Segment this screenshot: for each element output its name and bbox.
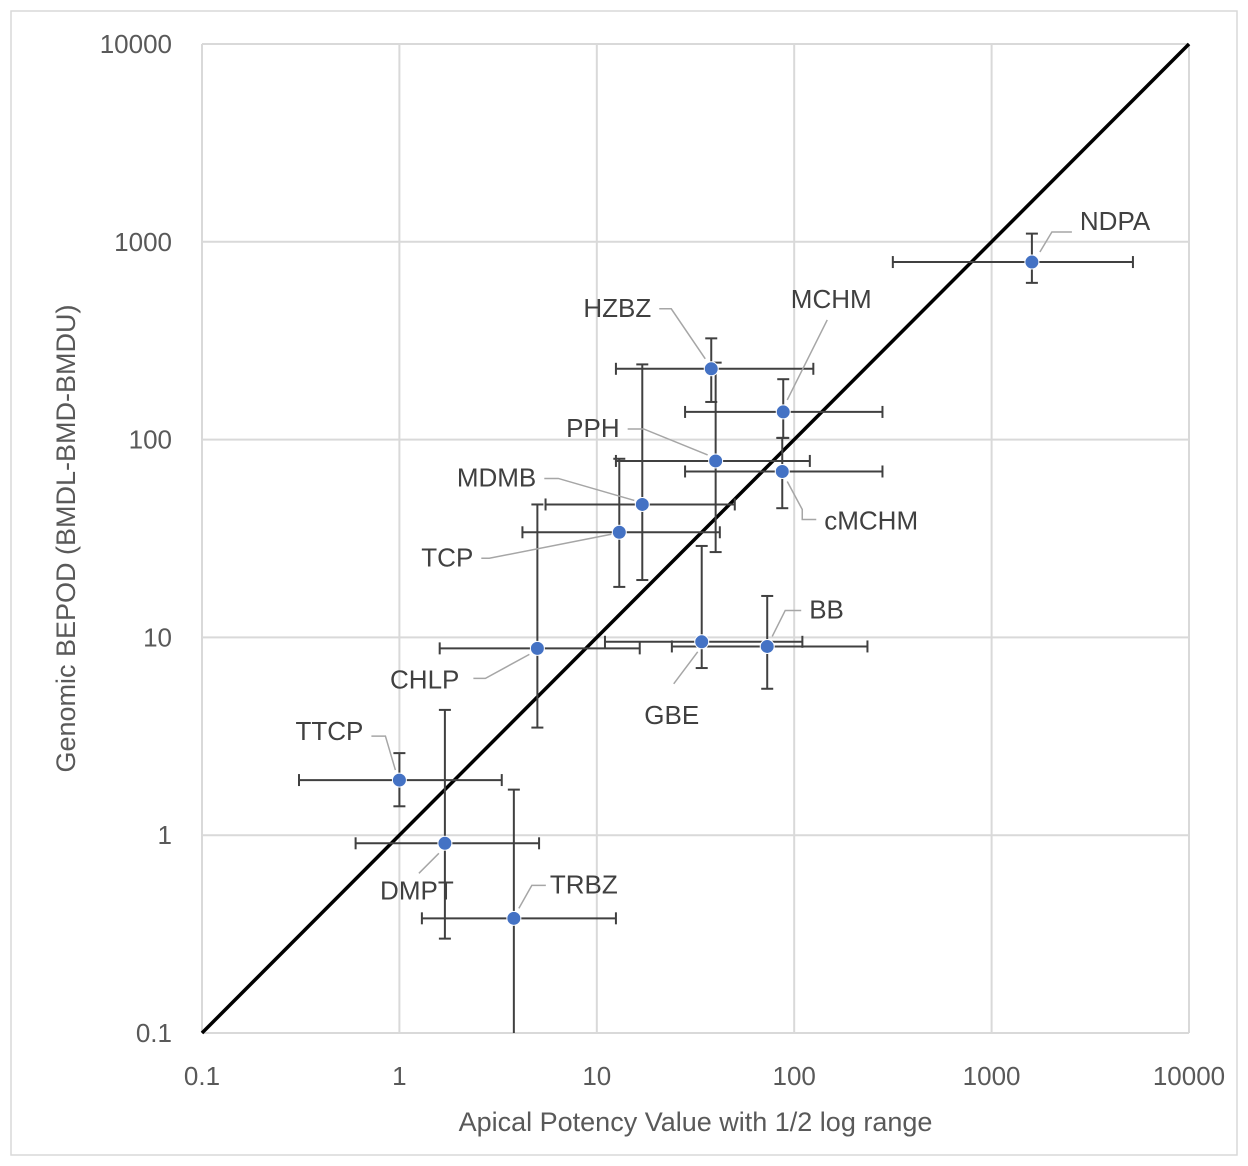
data-point-mdmb [634, 496, 650, 512]
x-tick-label-0-1: 0.1 [184, 1061, 220, 1091]
leader-line-trbz [518, 884, 546, 909]
data-point-ndpa [1024, 254, 1040, 270]
data-points [391, 254, 1040, 926]
point-label-bb: BB [809, 594, 844, 624]
data-point-bb [759, 638, 775, 654]
leader-line-mchm [786, 319, 828, 401]
point-label-mdmb: MDMB [457, 462, 536, 492]
data-point-mchm [775, 404, 791, 420]
x-tick-label-10: 10 [582, 1061, 611, 1091]
data-point-cmchm [774, 463, 790, 479]
unity-line [200, 42, 1191, 1035]
leader-line-ndpa [1039, 231, 1072, 253]
data-point-ttcp [391, 772, 407, 788]
point-label-cmchm: cMCHM [824, 505, 918, 535]
leader-line-cmchm [786, 481, 817, 521]
label-leader-lines [371, 231, 1072, 909]
y-tick-label-1: 1 [158, 820, 172, 850]
point-label-dmpt: DMPT [380, 875, 454, 905]
data-point-dmpt [437, 835, 453, 851]
leader-line-chlp [473, 653, 530, 680]
data-point-pph [708, 453, 724, 469]
x-tick-label-10000: 10000 [1153, 1061, 1225, 1091]
x-axis-title: Apical Potency Value with 1/2 log range [459, 1107, 933, 1137]
point-label-pph: PPH [566, 413, 619, 443]
grid-lines [201, 43, 1190, 1034]
data-point-hzbz [703, 361, 719, 377]
leader-line-hzbz [659, 308, 706, 360]
data-point-tcp [611, 524, 627, 540]
leader-line-pph [627, 428, 708, 456]
point-labels: NDPA HZBZ MCHM PPH cMCHM MDMB TCP BB GBE CHLP TTCP… [296, 206, 1151, 905]
point-label-tcp: TCP [421, 542, 473, 572]
y-tick-label-10: 10 [143, 622, 172, 652]
leader-line-gbe [673, 651, 699, 685]
point-label-gbe: GBE [644, 700, 699, 730]
y-tick-label-1000: 1000 [114, 227, 172, 257]
y-axis-title: Genomic BEPOD (BMDL-BMD-BMDU) [51, 304, 81, 772]
x-tick-label-100: 100 [773, 1061, 816, 1091]
y-tick-label-10000: 10000 [100, 29, 172, 59]
leader-line-dmpt [418, 852, 440, 874]
leader-line-mdmb [544, 477, 635, 502]
point-label-chlp: CHLP [390, 664, 459, 694]
data-point-gbe [694, 634, 710, 650]
y-tick-label-100: 100 [129, 425, 172, 455]
leader-line-bb [771, 609, 802, 637]
point-label-mchm: MCHM [791, 284, 872, 314]
point-label-hzbz: HZBZ [583, 293, 651, 323]
data-point-chlp [529, 640, 545, 656]
x-tick-label-1000: 1000 [963, 1061, 1021, 1091]
tick-labels: 0.1 1 10 100 1000 10000 0.1 1 10 100 1000 10000 [100, 29, 1225, 1091]
leader-line-tcp [481, 533, 612, 560]
leader-line-ttcp [371, 735, 397, 771]
data-point-trbz [506, 910, 522, 926]
reference-line [200, 42, 1191, 1035]
point-label-ttcp: TTCP [296, 716, 364, 746]
point-label-ndpa: NDPA [1080, 206, 1151, 236]
x-tick-label-1: 1 [392, 1061, 406, 1091]
y-tick-label-0-1: 0.1 [136, 1018, 172, 1048]
point-label-trbz: TRBZ [550, 869, 618, 899]
